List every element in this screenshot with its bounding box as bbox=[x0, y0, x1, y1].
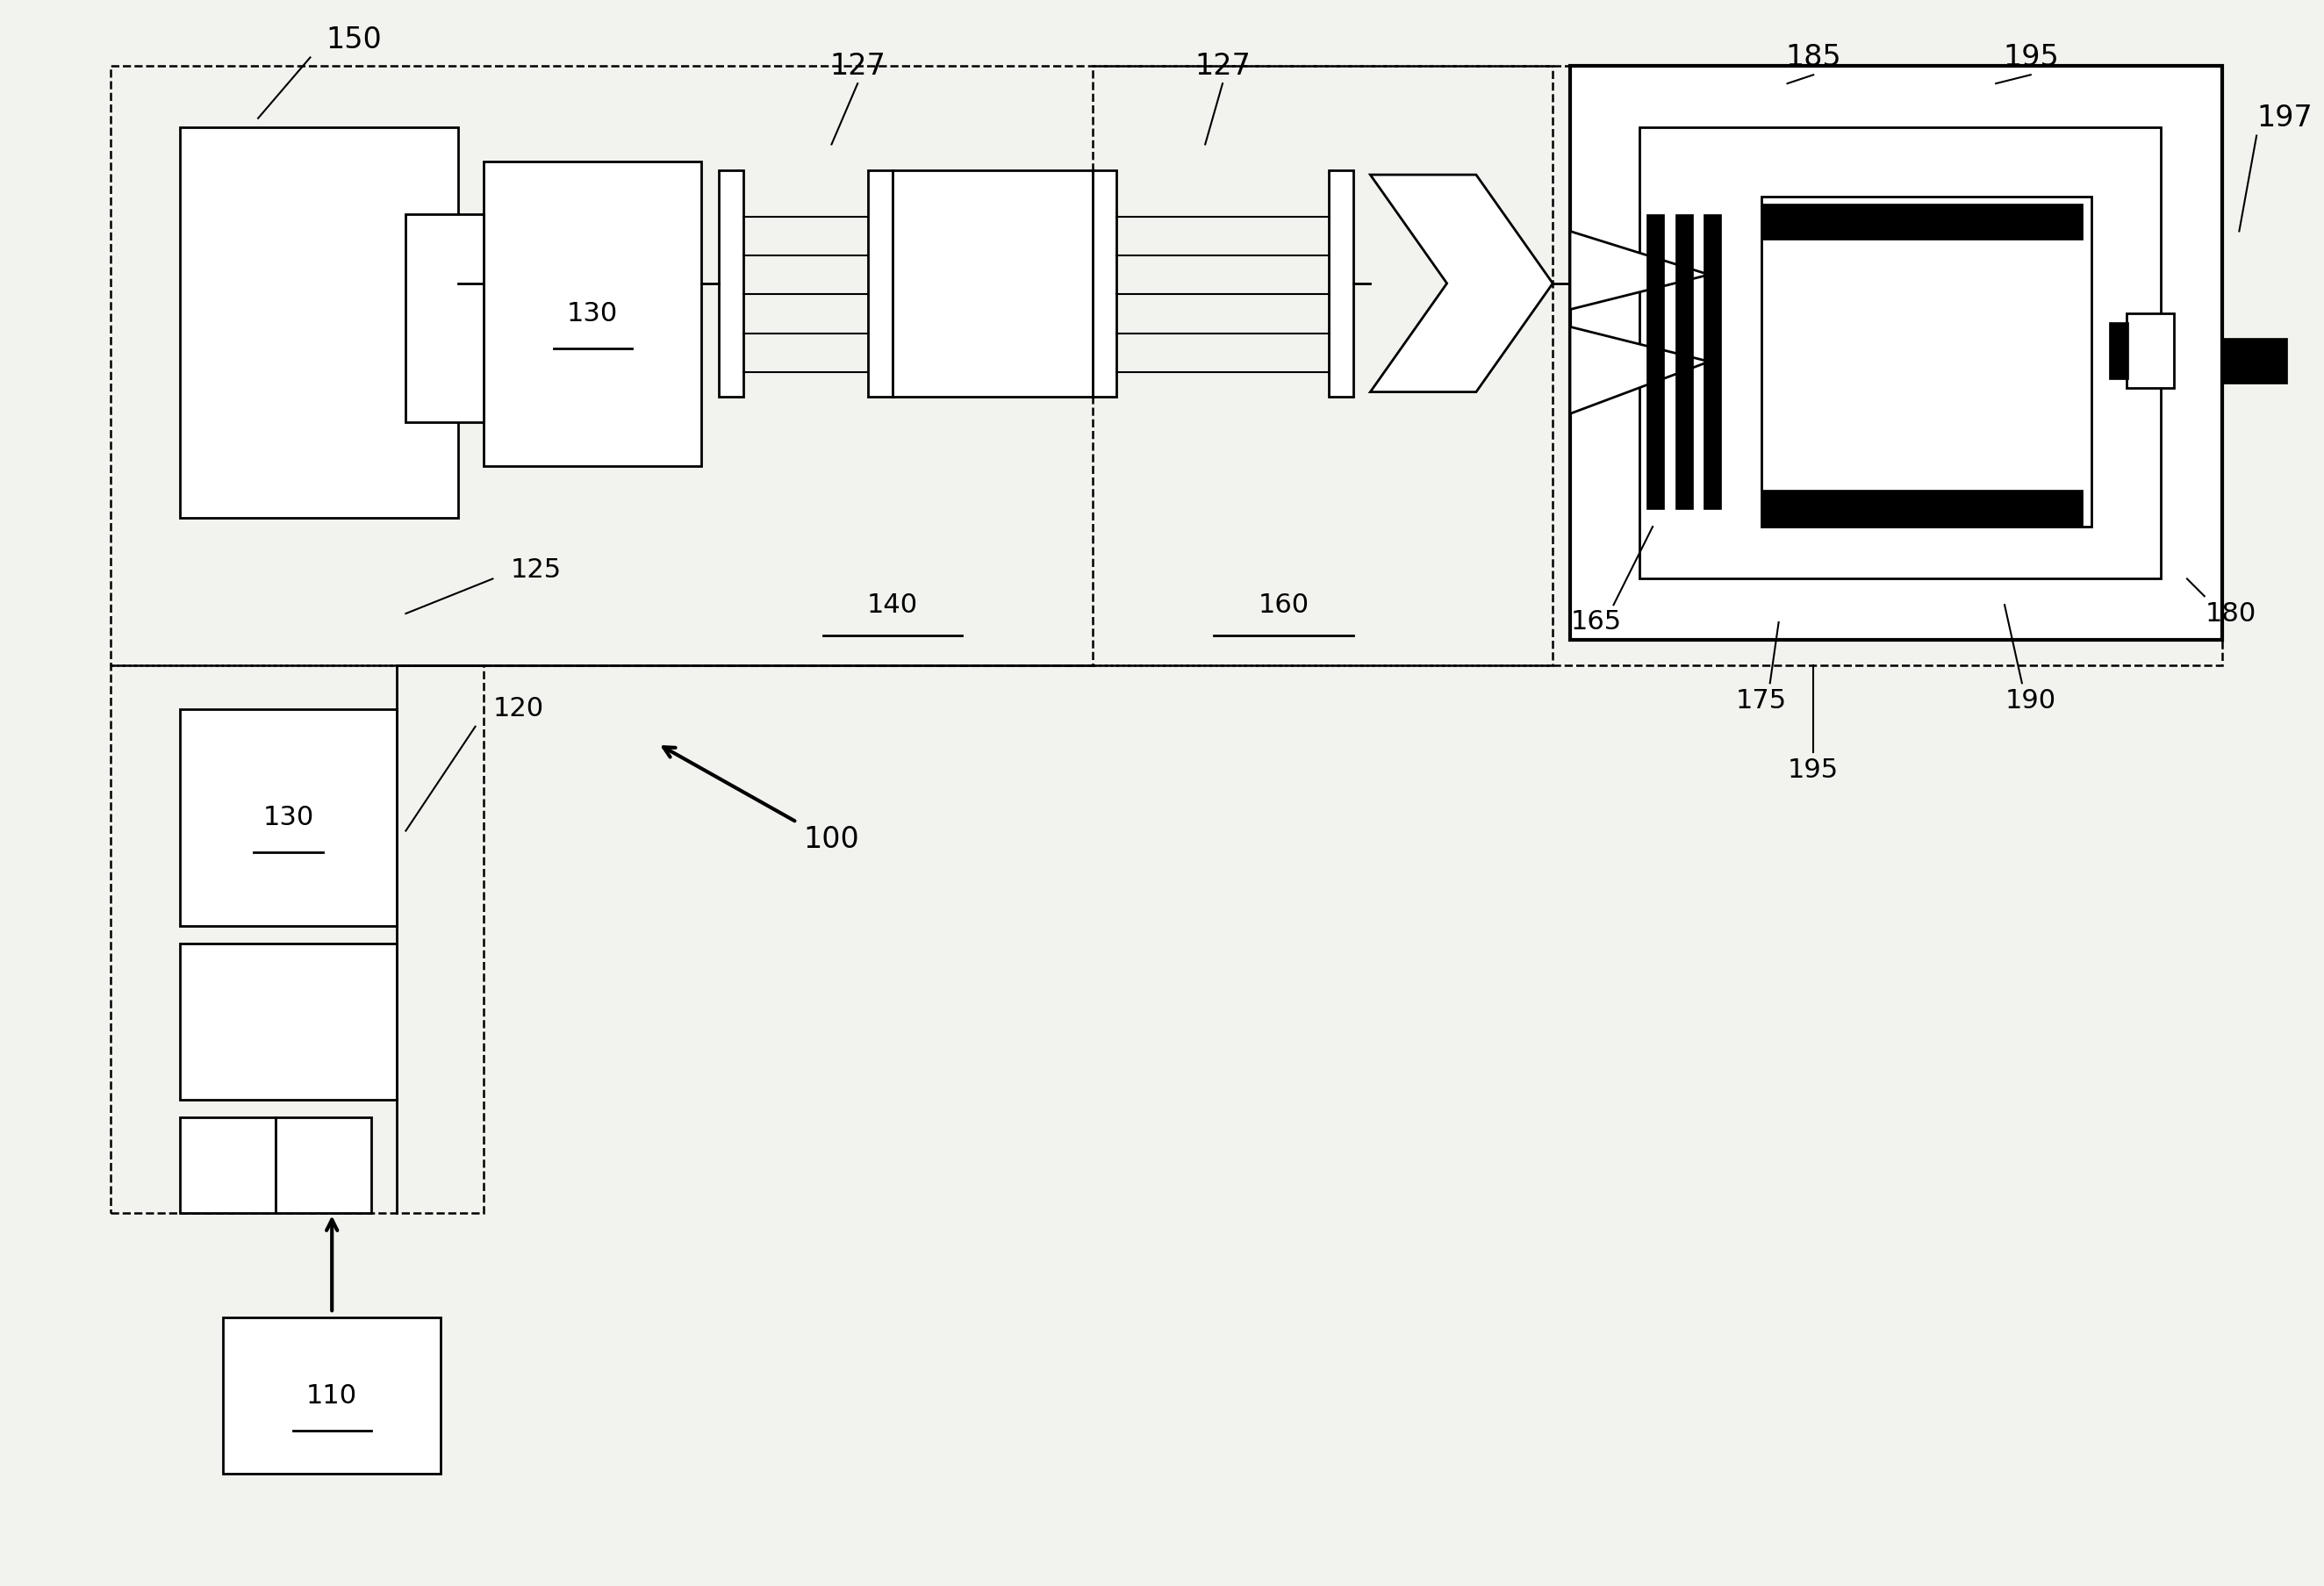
Bar bbox=[223, 1318, 442, 1473]
Polygon shape bbox=[1571, 327, 1708, 414]
Text: 195: 195 bbox=[2003, 43, 2059, 71]
Text: 197: 197 bbox=[2257, 103, 2312, 133]
Bar bbox=[892, 170, 1092, 396]
Text: 140: 140 bbox=[867, 592, 918, 617]
Bar bbox=[179, 127, 458, 519]
Bar bbox=[458, 257, 509, 387]
Bar bbox=[2108, 322, 2129, 379]
Polygon shape bbox=[1571, 232, 1708, 309]
Bar bbox=[179, 1118, 277, 1213]
Text: 150: 150 bbox=[325, 25, 381, 54]
Bar bbox=[109, 67, 2222, 666]
Bar bbox=[407, 214, 483, 422]
Bar bbox=[1762, 203, 2082, 239]
Text: 180: 180 bbox=[2205, 601, 2257, 626]
Bar bbox=[1762, 197, 2092, 527]
Bar bbox=[1641, 127, 2161, 579]
Text: 100: 100 bbox=[804, 825, 860, 853]
Text: 190: 190 bbox=[2006, 688, 2057, 714]
Bar bbox=[718, 170, 744, 396]
Text: 185: 185 bbox=[1785, 43, 1841, 71]
Text: 125: 125 bbox=[511, 557, 562, 582]
Text: 130: 130 bbox=[567, 301, 618, 327]
Bar bbox=[179, 709, 397, 926]
Text: 160: 160 bbox=[1257, 592, 1308, 617]
Bar bbox=[1329, 170, 1353, 396]
Bar bbox=[179, 944, 397, 1101]
Text: 165: 165 bbox=[1571, 609, 1622, 634]
Bar bbox=[483, 162, 702, 466]
Bar bbox=[1762, 490, 2082, 527]
Bar bbox=[1092, 67, 1552, 666]
Bar bbox=[1092, 170, 1116, 396]
Bar bbox=[1703, 214, 1722, 509]
Bar bbox=[869, 170, 892, 396]
Text: 120: 120 bbox=[493, 696, 544, 722]
Text: 110: 110 bbox=[307, 1383, 358, 1408]
Bar bbox=[2126, 314, 2173, 387]
Bar bbox=[1676, 214, 1692, 509]
Text: 127: 127 bbox=[830, 52, 885, 81]
Text: 127: 127 bbox=[1195, 52, 1250, 81]
Bar bbox=[2222, 338, 2287, 384]
Text: 130: 130 bbox=[263, 806, 314, 831]
Bar bbox=[277, 1118, 372, 1213]
Text: 175: 175 bbox=[1736, 688, 1787, 714]
Polygon shape bbox=[1371, 174, 1552, 392]
Text: 195: 195 bbox=[1787, 757, 1838, 783]
Bar bbox=[1648, 214, 1664, 509]
Bar bbox=[1571, 67, 2222, 639]
Bar bbox=[109, 666, 483, 1213]
